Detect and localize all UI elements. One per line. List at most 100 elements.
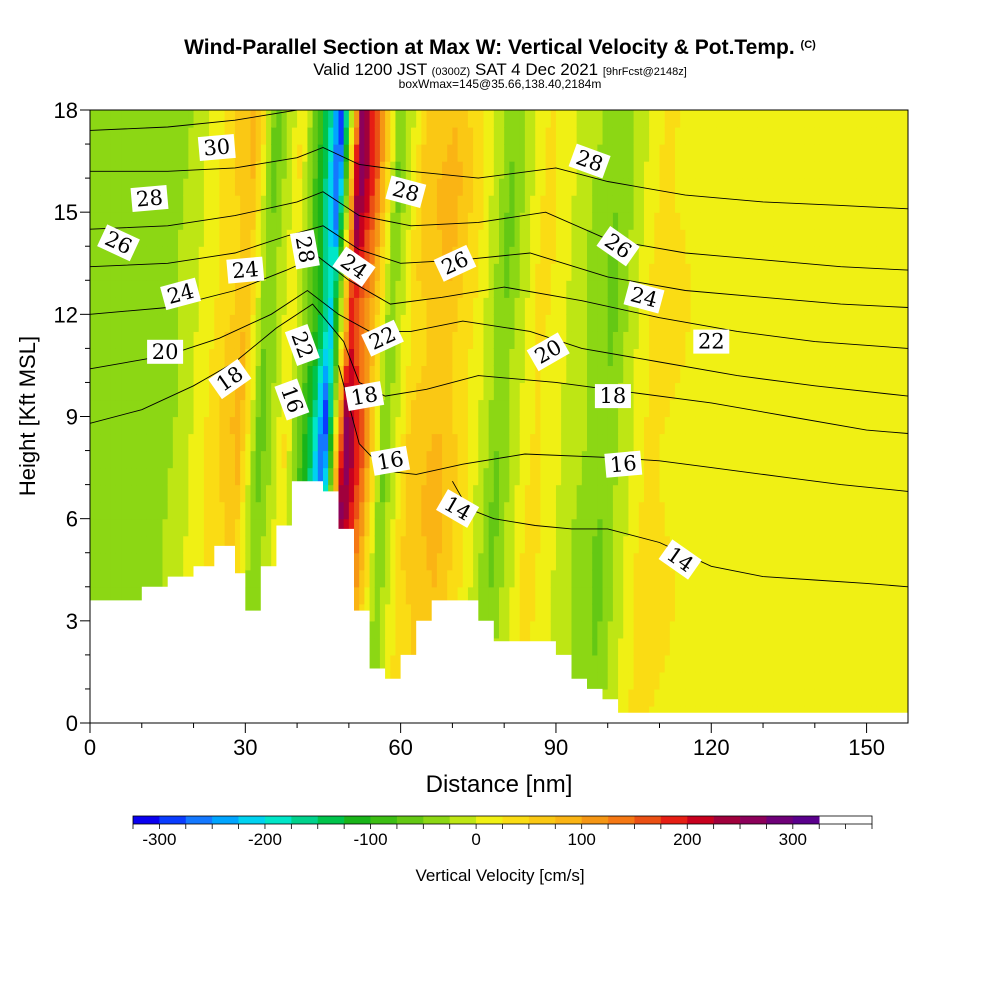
velocity-cell: [711, 450, 718, 469]
velocity-cell: [643, 671, 650, 690]
velocity-cell: [95, 229, 101, 247]
velocity-cell: [550, 161, 557, 179]
velocity-cell: [612, 280, 619, 298]
velocity-cell: [442, 399, 448, 418]
velocity-cell: [245, 229, 252, 247]
velocity-cell: [649, 569, 655, 588]
velocity-cell: [706, 501, 712, 520]
velocity-cell: [757, 212, 764, 230]
velocity-cell: [742, 518, 749, 537]
velocity-cell: [234, 552, 241, 571]
velocity-cell: [410, 484, 417, 503]
velocity-cell: [100, 246, 107, 264]
velocity-cell: [664, 127, 671, 145]
velocity-cell: [659, 297, 666, 315]
velocity-cell: [457, 127, 464, 145]
velocity-cell: [571, 450, 578, 469]
velocity-cell: [685, 535, 692, 554]
velocity-cell: [612, 603, 619, 622]
velocity-cell: [302, 178, 309, 196]
velocity-cell: [178, 229, 184, 247]
velocity-cell: [555, 195, 562, 213]
velocity-cell: [146, 229, 153, 247]
velocity-cell: [587, 501, 593, 520]
velocity-cell: [157, 297, 164, 315]
velocity-cell: [136, 263, 143, 281]
velocity-cell: [742, 654, 749, 673]
velocity-cell: [576, 501, 583, 520]
velocity-cell: [115, 314, 122, 332]
velocity-cell: [747, 484, 754, 503]
velocity-cell: [379, 365, 386, 384]
velocity-cell: [571, 518, 578, 537]
velocity-cell: [545, 297, 552, 315]
velocity-cell: [462, 229, 469, 247]
velocity-cell: [364, 110, 371, 128]
velocity-cell: [664, 450, 671, 469]
velocity-cell: [405, 399, 412, 418]
velocity-cell: [757, 348, 764, 367]
velocity-cell: [633, 399, 640, 418]
velocity-cell: [483, 178, 490, 196]
velocity-cell: [467, 433, 474, 452]
velocity-cell: [747, 331, 754, 349]
velocity-cell: [716, 552, 723, 571]
velocity-cell: [561, 195, 567, 213]
velocity-cell: [467, 263, 474, 281]
velocity-cell: [431, 399, 438, 418]
velocity-cell: [581, 212, 588, 230]
velocity-cell: [110, 569, 117, 588]
velocity-cell: [115, 144, 122, 162]
velocity-cell: [467, 110, 474, 128]
velocity-cell: [535, 433, 542, 452]
velocity-cell: [152, 535, 158, 554]
velocity-cell: [297, 297, 303, 315]
velocity-cell: [597, 246, 604, 264]
velocity-cell: [188, 229, 195, 247]
velocity-cell: [379, 552, 386, 571]
velocity-cell: [250, 331, 257, 349]
velocity-cell: [726, 552, 733, 571]
velocity-cell: [649, 637, 655, 656]
velocity-cell: [488, 467, 495, 486]
velocity-cell: [405, 127, 412, 145]
velocity-cell: [167, 178, 174, 196]
velocity-cell: [219, 501, 226, 520]
velocity-cell: [426, 127, 433, 145]
velocity-cell: [136, 569, 143, 588]
velocity-cell: [669, 688, 676, 707]
velocity-cell: [706, 382, 712, 401]
velocity-cell: [706, 399, 712, 418]
velocity-cell: [390, 535, 397, 554]
velocity-cell: [442, 314, 448, 332]
velocity-cell: [172, 246, 179, 264]
velocity-cell: [203, 348, 210, 367]
velocity-cell: [504, 314, 510, 332]
velocity-cell: [773, 654, 780, 673]
velocity-cell: [685, 518, 692, 537]
velocity-cell: [121, 416, 127, 435]
velocity-cell: [105, 161, 112, 179]
velocity-cell: [416, 365, 422, 384]
velocity-cell: [121, 297, 127, 315]
velocity-cell: [540, 467, 547, 486]
velocity-cell: [540, 586, 547, 605]
velocity-cell: [592, 518, 598, 537]
velocity-cell: [550, 399, 557, 418]
velocity-cell: [141, 297, 148, 315]
velocity-cell: [555, 382, 562, 401]
velocity-cell: [95, 297, 101, 315]
velocity-cell: [131, 246, 138, 264]
velocity-cell: [90, 535, 96, 554]
velocity-cell: [664, 246, 671, 264]
velocity-cell: [706, 144, 712, 162]
velocity-cell: [747, 416, 754, 435]
velocity-cell: [731, 127, 738, 145]
velocity-cell: [214, 178, 221, 196]
velocity-cell: [416, 569, 422, 588]
velocity-cell: [343, 450, 350, 469]
velocity-cell: [737, 229, 743, 247]
velocity-cell: [126, 586, 133, 605]
velocity-cell: [322, 365, 329, 384]
velocity-cell: [711, 654, 718, 673]
